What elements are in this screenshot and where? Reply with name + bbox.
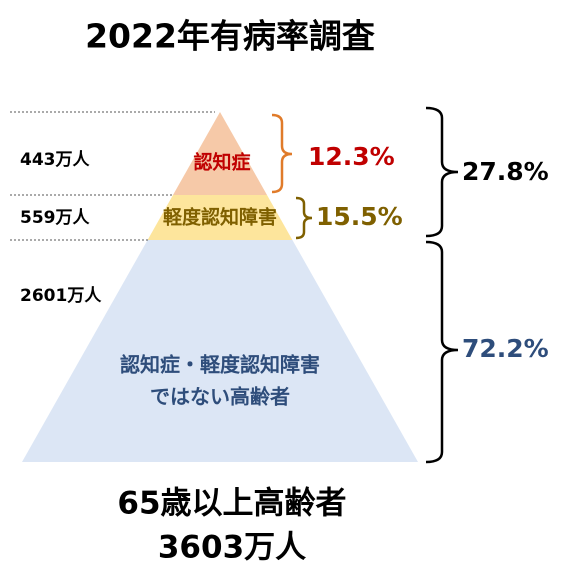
brace [295, 196, 313, 240]
footer-line: 65歳以上高齢者 [117, 486, 346, 522]
brace [425, 106, 459, 238]
percent-label: 15.5% [316, 202, 403, 231]
layer-label: 認知症 [193, 151, 250, 174]
count-label: 2601万人 [20, 286, 102, 306]
brace [271, 113, 293, 194]
title: 2022年有病率調査 [85, 17, 375, 56]
dashed-guides [10, 111, 215, 241]
percent-label: 27.8% [462, 157, 549, 186]
healthy-layer [22, 240, 418, 462]
braces [271, 106, 459, 464]
percent-label: 72.2% [462, 334, 549, 363]
layer-label: 認知症・軽度認知障害 [120, 353, 320, 377]
layer-label: ではない高齢者 [150, 385, 290, 409]
layer-label: 軽度認知障害 [163, 206, 277, 229]
dementia-layer [173, 112, 267, 195]
percent-label: 12.3% [308, 142, 395, 171]
footer-line: 3603万人 [158, 530, 306, 566]
mci-layer [147, 195, 293, 240]
count-label: 559万人 [20, 208, 90, 228]
count-label: 443万人 [20, 150, 90, 170]
brace [425, 240, 459, 464]
